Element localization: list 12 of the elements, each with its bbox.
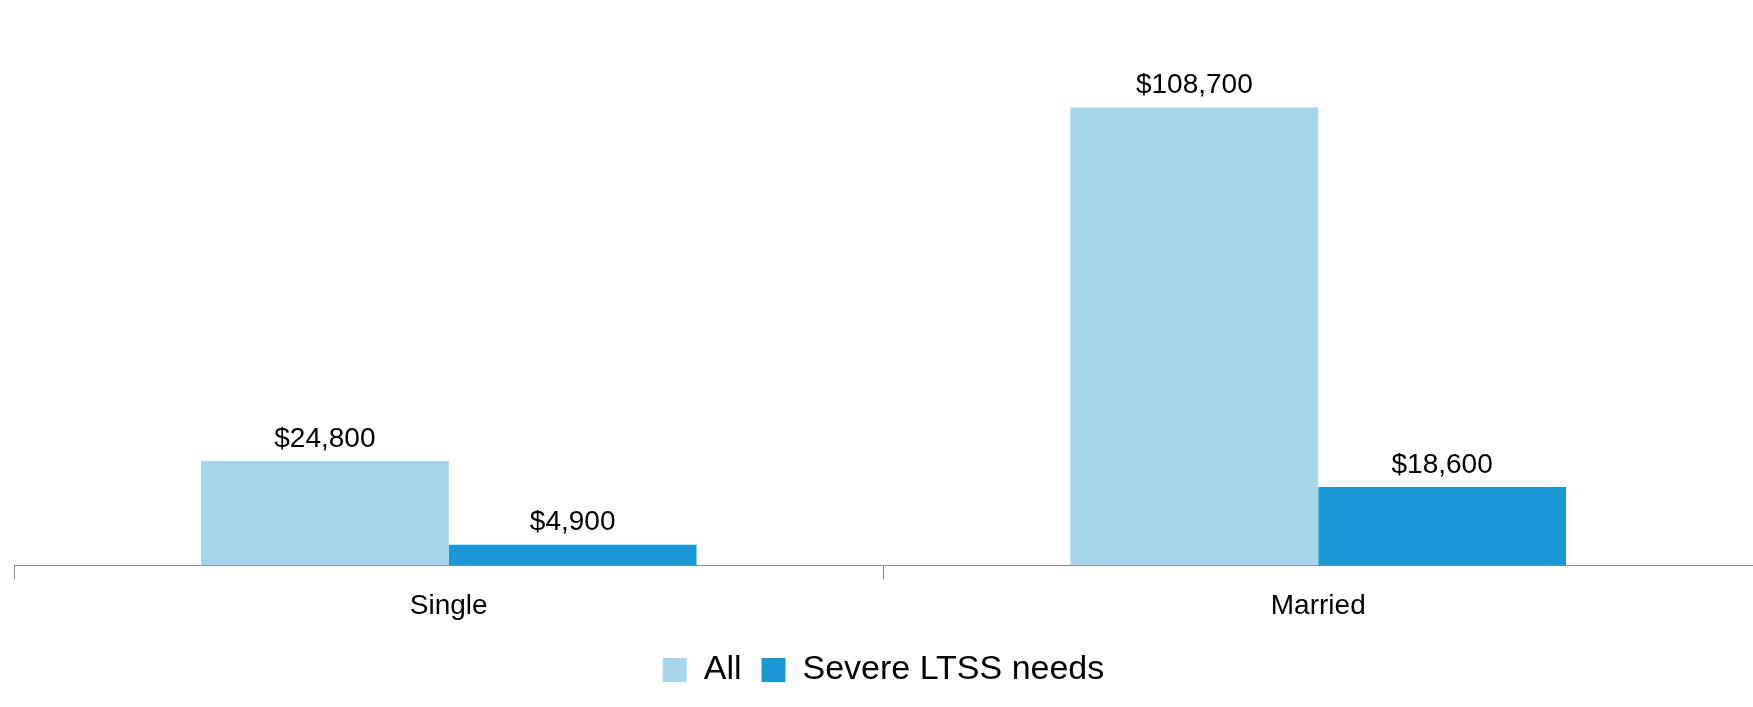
legend-label: Severe LTSS needs [802, 648, 1105, 687]
x-tick-label: Single [409, 588, 488, 620]
data-label: $18,600 [1391, 447, 1493, 479]
bar [448, 544, 697, 566]
data-label: $108,700 [1135, 68, 1253, 100]
bar [1318, 487, 1567, 566]
bar [1070, 107, 1319, 566]
data-label: $4,900 [529, 505, 616, 537]
legend-label: All [703, 648, 742, 687]
data-label: $24,800 [274, 421, 376, 453]
bar [200, 460, 449, 566]
x-tick-label: Married [1270, 588, 1366, 620]
